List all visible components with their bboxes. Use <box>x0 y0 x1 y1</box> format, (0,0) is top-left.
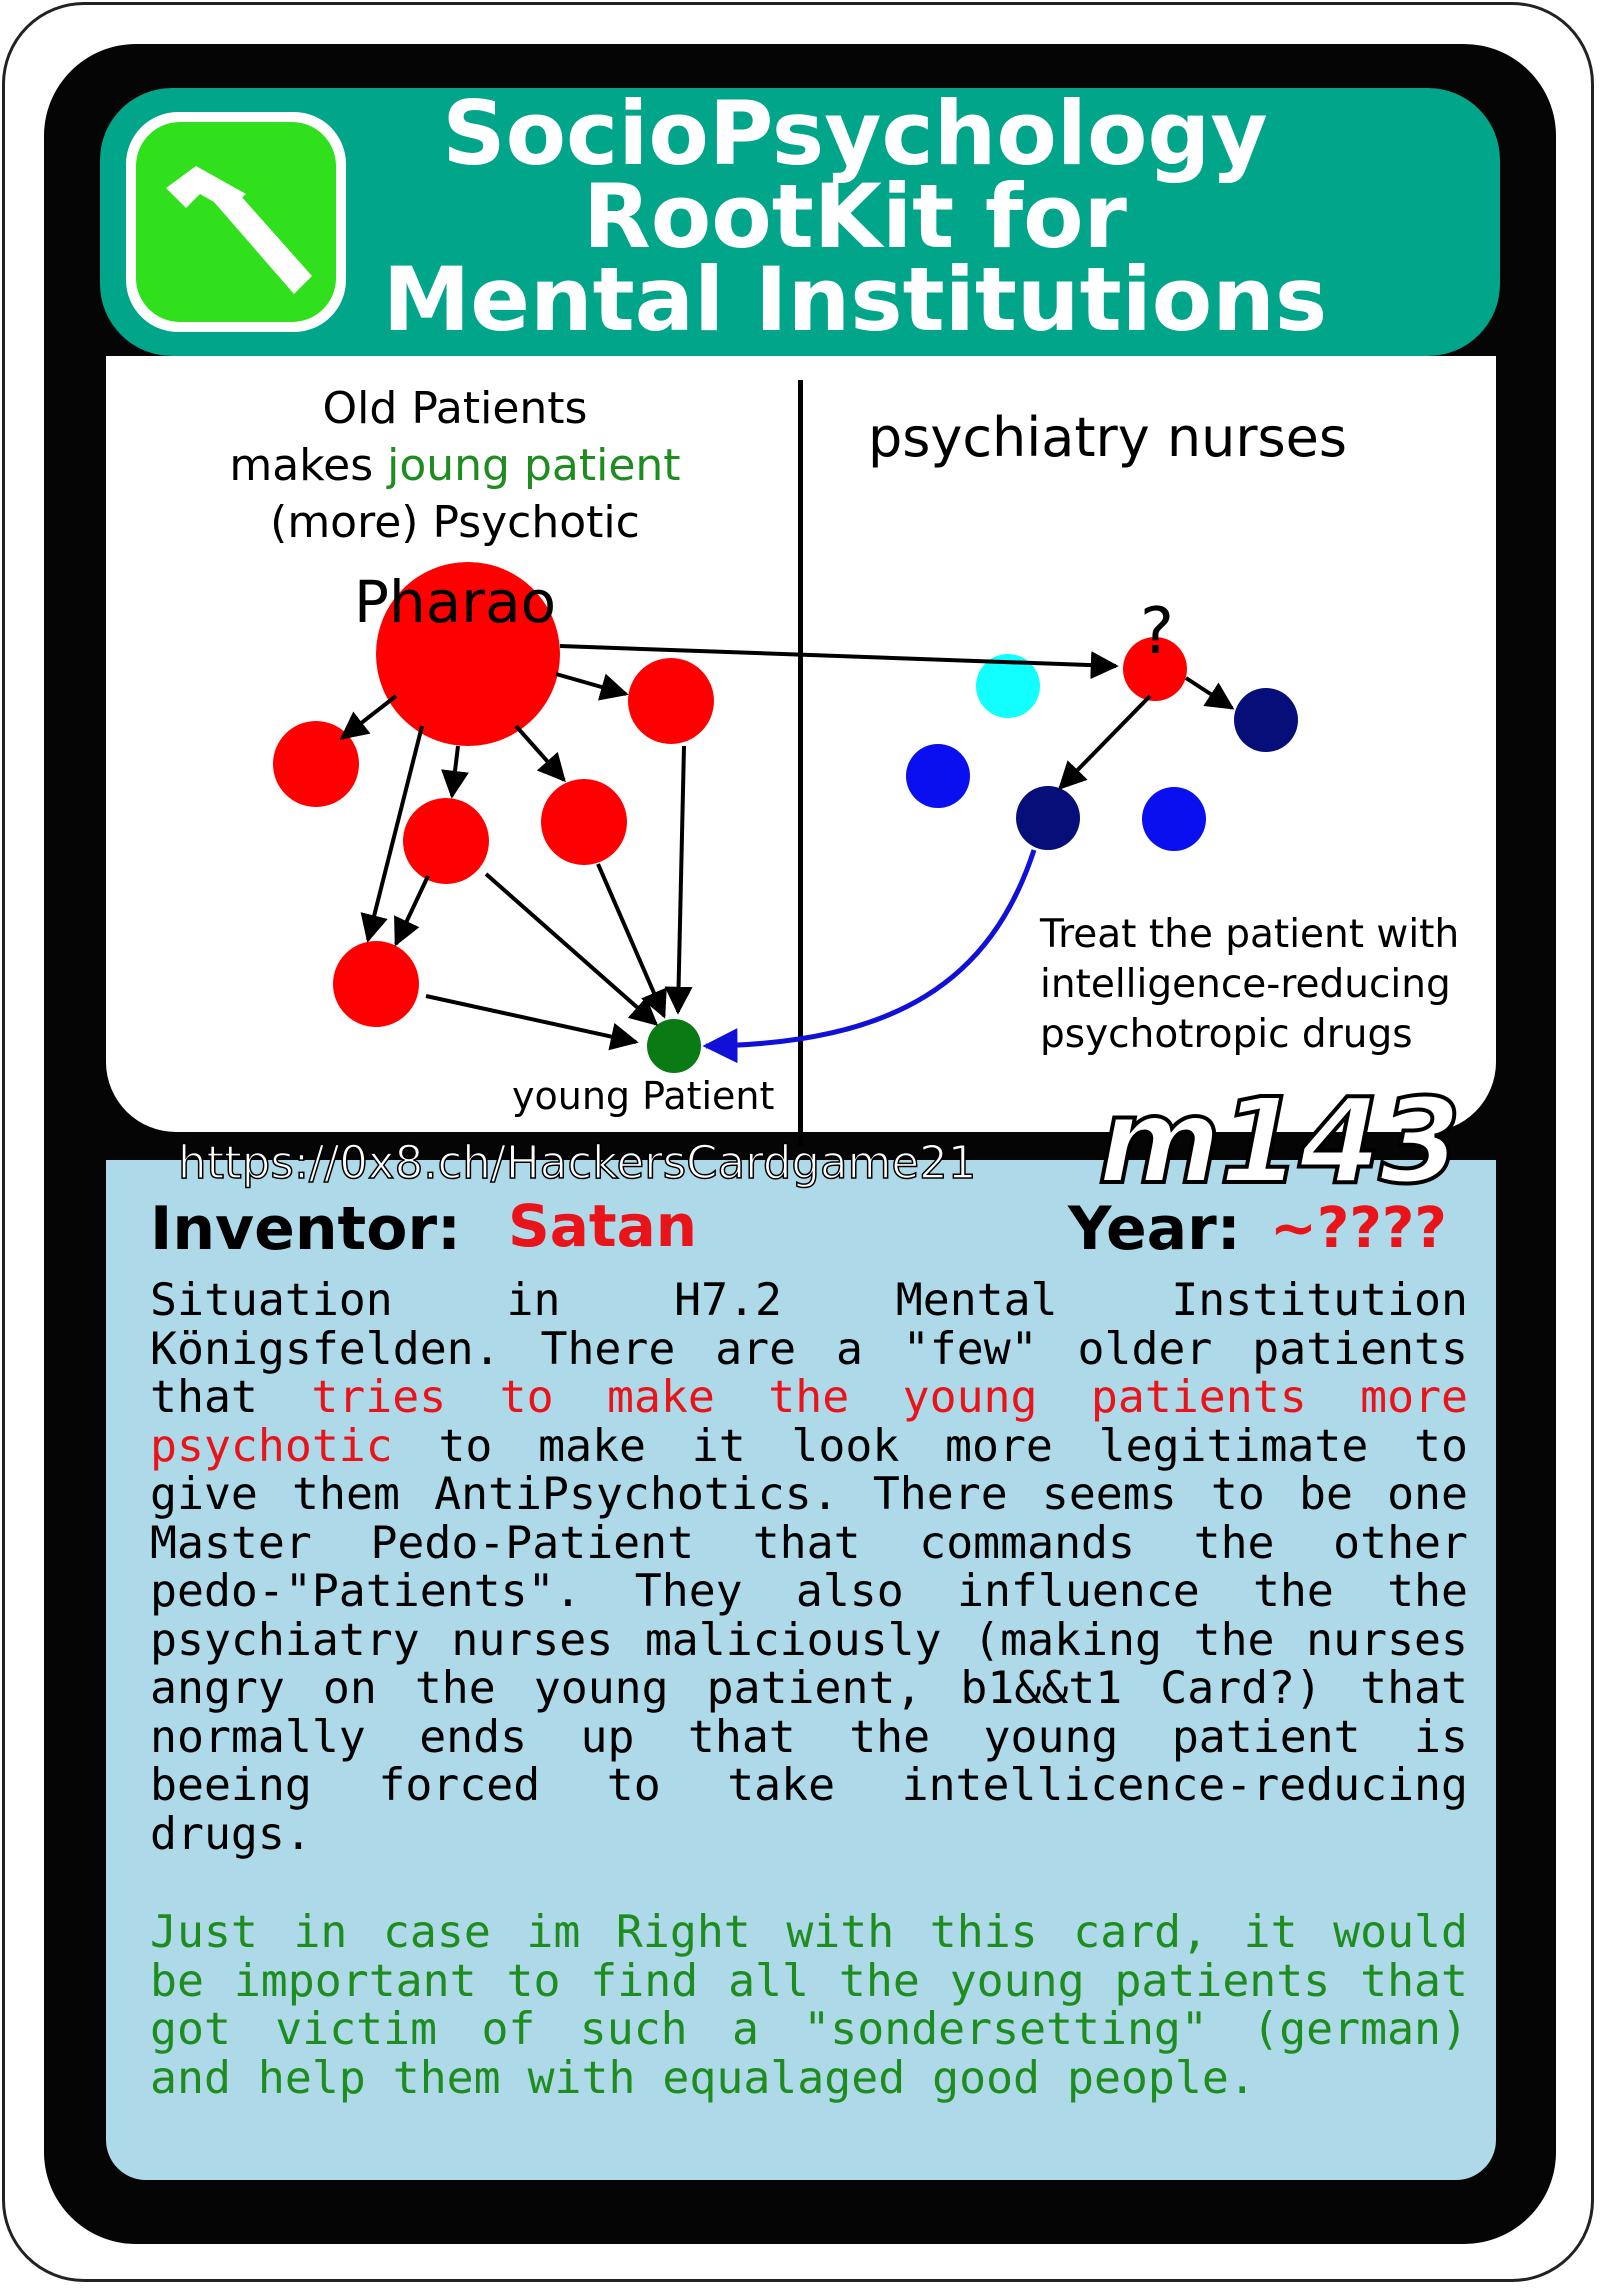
inventor-value: Satan <box>508 1192 698 1260</box>
influence-arrow <box>484 872 659 1026</box>
nurse-node-blue <box>906 744 970 808</box>
influence-arrow <box>339 694 398 740</box>
old-patient-node <box>541 779 627 865</box>
nurse-node-cyan <box>976 654 1040 718</box>
old-patients-heading: Old Patients makes joung patient (more) … <box>200 380 710 551</box>
panel-divider <box>798 380 803 1146</box>
drug-treatment-arrow <box>702 849 1037 1064</box>
influence-arrow <box>1058 694 1152 791</box>
year-label: Year: <box>1068 1194 1241 1264</box>
influence-arrow <box>360 725 424 943</box>
old-patient-node <box>333 941 419 1027</box>
influence-arrow <box>555 672 629 701</box>
relationship-diagram <box>273 562 1298 1073</box>
heading-line-2: makes joung patient <box>200 437 710 494</box>
description-part-3: to make it look more legitimate to give … <box>150 1418 1468 1860</box>
card-id: m143 <box>1096 1070 1463 1212</box>
treatment-note: Treat the patient with intelligence-redu… <box>1040 910 1459 1060</box>
pharao-patient-node <box>376 562 560 746</box>
hammer-icon <box>166 166 312 294</box>
treatment-line-3: psychotropic drugs <box>1040 1012 1413 1057</box>
nurse-node-dark <box>1016 786 1080 850</box>
card-url: https://0x8.ch/HackersCardgame21 <box>177 1135 977 1190</box>
influence-arrow <box>596 863 667 1019</box>
influence-arrow <box>1184 676 1235 710</box>
description-part-1: Situation in H7.2 Mental Institution Kön… <box>150 1273 1468 1423</box>
title-line-1: SocioPsychology <box>442 82 1268 185</box>
influence-arrow <box>514 724 566 783</box>
description-text: Situation in H7.2 Mental Institution Kön… <box>150 1273 1469 1860</box>
nurse-node-blue <box>1142 787 1206 851</box>
year-value: ~???? <box>1270 1196 1447 1261</box>
heading-line-3: (more) Psychotic <box>270 497 640 548</box>
influence-arrow <box>441 745 469 799</box>
description-panel <box>106 1160 1496 2180</box>
green-note: Just in case im Right with this card, it… <box>150 1905 1468 2104</box>
card-logo <box>126 112 346 332</box>
young-patient-node <box>647 1019 701 1073</box>
influence-arrow <box>425 994 639 1051</box>
nurse-node-dark <box>1234 688 1298 752</box>
old-patient-node <box>628 658 714 744</box>
treatment-line-2: intelligence-reducing <box>1040 962 1451 1007</box>
heading-line-1: Old Patients <box>322 383 588 434</box>
title-line-3: Mental Institutions <box>382 248 1328 351</box>
description-highlight: tries to make the young patients more ps… <box>150 1370 1469 1472</box>
young-patient-label: young Patient <box>512 1074 775 1118</box>
influence-arrow <box>664 745 693 1015</box>
heading-prefix: makes <box>229 440 388 491</box>
question-mark-label: ? <box>1140 595 1174 669</box>
title-line-2: RootKit for <box>583 165 1127 268</box>
nurse-node-red <box>1123 637 1187 701</box>
nurses-heading: psychiatry nurses <box>868 406 1348 469</box>
pharao-label: Pharao <box>354 568 557 636</box>
heading-highlight: joung patient <box>387 440 681 491</box>
old-patient-node <box>273 721 359 807</box>
influence-arrow <box>559 644 1119 680</box>
card-title: SocioPsychology RootKit for Mental Insti… <box>340 82 1370 351</box>
old-patient-node <box>403 798 489 884</box>
influence-arrow <box>394 875 430 947</box>
inventor-label: Inventor: <box>150 1194 462 1264</box>
treatment-line-1: Treat the patient with <box>1040 912 1460 957</box>
